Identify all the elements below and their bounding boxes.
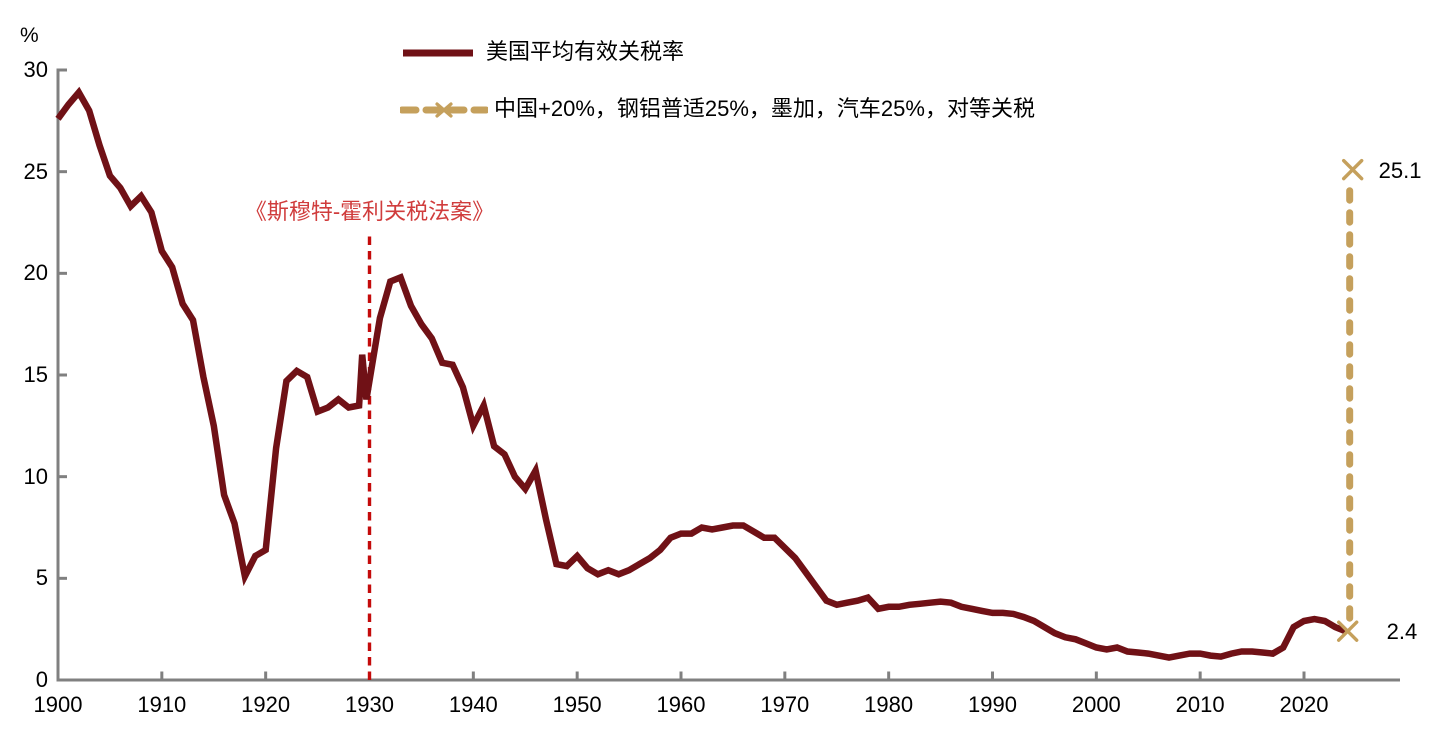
y-tick-label: 15 — [23, 362, 48, 387]
smoot-hawley-annotation: 《斯穆特-霍利关税法案》 — [244, 199, 495, 224]
forecast-top-value-label: 25.1 — [1378, 157, 1422, 183]
y-tick-label: 5 — [35, 565, 48, 591]
dashed-x-line-swatch-icon — [400, 102, 488, 118]
x-tick-label: 1970 — [760, 692, 810, 717]
x-tick-label: 2000 — [1071, 692, 1121, 717]
y-tick-label: 25 — [23, 158, 48, 184]
legend-label-forecast: 中国+20%，钢铝普适25%，墨加，汽车25%，对等关税 — [494, 96, 1035, 121]
x-tick-label: 1900 — [33, 692, 83, 717]
x-tick-label: 1950 — [552, 692, 602, 717]
solid-line-swatch-icon — [403, 49, 473, 57]
y-tick-label: 20 — [23, 260, 48, 286]
x-tick-label: 1910 — [137, 692, 187, 717]
y-axis-unit-label: % — [20, 24, 39, 47]
x-tick-label: 1930 — [345, 692, 394, 717]
x-tick-label: 2010 — [1175, 692, 1225, 717]
legend-label-us-tariff: 美国平均有效关税率 — [486, 39, 685, 64]
legend-item-forecast: 中国+20%，钢铝普适25%，墨加，汽车25%，对等关税 — [400, 95, 1035, 123]
axis-tick-marks — [58, 68, 1306, 680]
x-tick-label: 1920 — [241, 692, 291, 717]
x-tick-label: 1980 — [864, 692, 914, 717]
x-tick-label: 1960 — [656, 692, 706, 717]
y-tick-label: 30 — [23, 57, 48, 82]
y-tick-label: 10 — [23, 463, 48, 489]
x-tick-label: 1940 — [448, 692, 498, 717]
x-tick-label: 1990 — [968, 692, 1017, 717]
y-tick-label: 0 — [35, 667, 48, 692]
forecast-bottom-value-label: 2.4 — [1386, 619, 1418, 645]
x-tick-label: 2020 — [1279, 692, 1329, 717]
x-marker-icon-bottom — [1336, 620, 1359, 642]
legend-item-us-tariff: 美国平均有效关税率 — [400, 38, 684, 66]
x-marker-icon-top — [1341, 158, 1364, 181]
us-effective-tariff-line — [55, 86, 1347, 661]
